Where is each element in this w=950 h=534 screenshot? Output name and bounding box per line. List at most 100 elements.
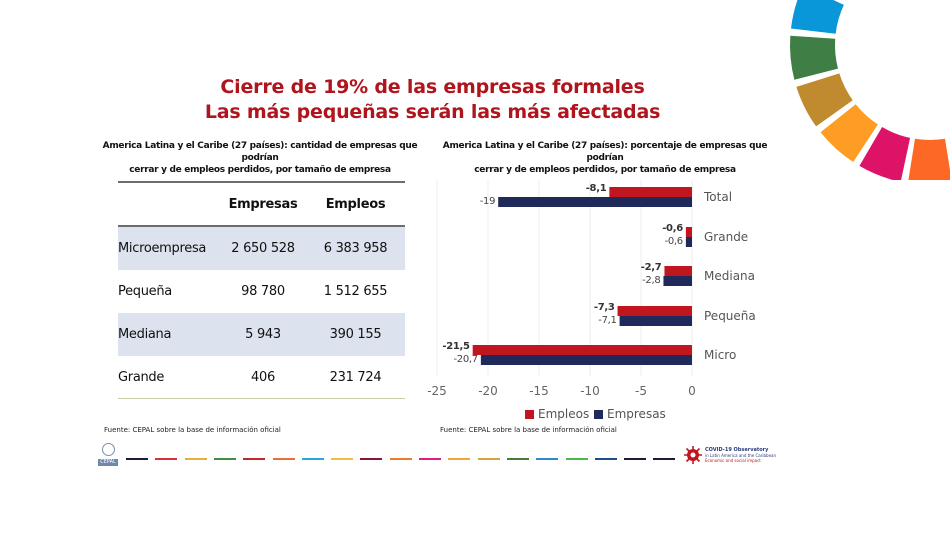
cepal-logo-text: CEPAL	[98, 459, 118, 466]
cell-empresas: 5 943	[245, 327, 281, 342]
covid-observatory-logo: COVID-19 Observatory in Latin America an…	[683, 445, 783, 467]
bar-empresas-total	[498, 197, 692, 207]
data-label-empresas: -20,7	[453, 354, 478, 365]
table-bottom-border	[118, 398, 405, 399]
bar-empleos-pequeña	[617, 306, 692, 316]
x-tick-label: -25	[427, 384, 447, 398]
sdg-wheel-logo	[790, 0, 950, 180]
sdg-wheel-segment	[908, 138, 950, 180]
covid-logo-line-2: in Latin America and the Caribbean	[705, 453, 777, 458]
bar-empleos-mediana	[664, 266, 692, 276]
data-label-empleos: -7,3	[593, 302, 615, 313]
decorative-dash	[506, 458, 529, 460]
table-row: Grande 406 231 724	[118, 356, 405, 399]
row-label: Microempresa	[118, 241, 207, 256]
legend-swatch-empresas	[594, 410, 603, 419]
legend-item-empresas: Empresas	[594, 407, 666, 421]
table-subtitle-line-1: America Latina y el Caribe (27 países): …	[102, 141, 418, 163]
bar-empleos-total	[609, 187, 692, 197]
covid-logo-line-3: Economic and social impact	[705, 458, 761, 463]
table-top-border	[118, 181, 405, 183]
decorative-dash	[213, 458, 236, 460]
x-tick-label: 0	[688, 384, 696, 398]
data-label-empresas: -19	[479, 196, 496, 207]
un-emblem-icon	[101, 443, 115, 456]
x-tick-label: -20	[478, 384, 498, 398]
chart-subtitle-line-1: America Latina y el Caribe (27 países): …	[442, 141, 768, 163]
table-header-border	[118, 225, 405, 227]
cell-empleos: 1 512 655	[323, 284, 388, 299]
decorative-dash	[301, 458, 324, 460]
decorative-dash	[419, 458, 441, 460]
sdg-wheel-segment	[820, 104, 878, 163]
sdg-wheel-segment	[790, 35, 838, 80]
decorative-dash	[243, 458, 266, 460]
x-tick-label: -10	[580, 384, 600, 398]
decorative-dash	[624, 458, 647, 460]
decorative-dash	[565, 458, 588, 460]
data-label-empleos: -2,7	[640, 262, 662, 273]
data-label-empleos: -21,5	[442, 341, 470, 352]
decorative-dash	[184, 458, 207, 460]
row-label: Pequeña	[118, 284, 172, 299]
row-label: Grande	[118, 370, 165, 385]
data-label-empresas: -0,6	[664, 236, 684, 247]
category-label-grande: Grande	[704, 230, 749, 244]
table-header-row: Empresas Empleos	[118, 183, 405, 226]
bar-empleos-grande	[685, 227, 692, 237]
decorative-dash	[653, 458, 676, 460]
bar-empresas-pequeña	[619, 316, 692, 326]
title-line-2: Las más pequeñas serán las más afectadas	[204, 101, 661, 123]
data-label-empresas: -7,1	[598, 315, 617, 326]
data-label-empresas: -2,8	[642, 275, 661, 286]
decorative-dash	[155, 458, 178, 460]
chart-subtitle: America Latina y el Caribe (27 países): …	[430, 140, 780, 176]
chart-subtitle-line-2: cerrar y de empleos perdidos, por tamaño…	[474, 165, 736, 175]
cell-empresas: 98 780	[241, 284, 285, 299]
chart-source-note: Fuente: CEPAL sobre la base de informaci…	[440, 426, 617, 434]
data-label-empleos: -0,6	[662, 223, 683, 234]
bar-empresas-grande	[685, 237, 692, 247]
category-label-total: Total	[704, 190, 733, 204]
row-label: Mediana	[118, 327, 172, 342]
table-row: Pequeña 98 780 1 512 655	[118, 270, 405, 313]
decorative-dash	[448, 458, 471, 460]
decorative-dash	[389, 458, 412, 460]
cepal-logo: CEPAL	[98, 443, 118, 471]
x-tick-label: -15	[529, 384, 549, 398]
bar-empresas-mediana	[663, 276, 692, 286]
title-line-1: Cierre de 19% de las empresas formales	[220, 76, 645, 98]
table-row: Microempresa 2 650 528 6 383 958	[118, 227, 405, 270]
data-label-empleos: -8,1	[585, 183, 607, 194]
table-source-note: Fuente: CEPAL sobre la base de informaci…	[104, 426, 281, 434]
table-row: Mediana 5 943 390 155	[118, 313, 405, 356]
sdg-wheel-segment	[790, 0, 844, 34]
category-label-micro: Micro	[704, 348, 737, 362]
sdg-wheel-segment	[859, 127, 911, 180]
cell-empleos: 390 155	[329, 327, 382, 342]
cell-empleos: 231 724	[329, 370, 382, 385]
sdg-wheel-segment	[796, 73, 853, 127]
virus-icon	[684, 446, 702, 464]
cell-empresas: 2 650 528	[231, 241, 295, 256]
decorative-dash	[536, 458, 559, 460]
bar-empresas-micro	[480, 355, 692, 365]
bar-empleos-micro	[472, 345, 692, 355]
category-label-mediana: Mediana	[704, 269, 755, 283]
table-subtitle-line-2: cerrar y de empleos perdidos, por tamaño…	[129, 165, 391, 175]
legend-label-empleos: Empleos	[538, 407, 590, 421]
category-label-pequena: Pequeña	[704, 309, 756, 323]
covid-logo-line-1: COVID-19 Observatory	[705, 447, 769, 453]
header-empresas: Empresas	[228, 197, 298, 212]
decorative-dash	[126, 458, 148, 460]
decorative-dash	[272, 458, 295, 460]
decorative-dash	[477, 458, 500, 460]
legend-item-empleos: Empleos	[525, 407, 589, 421]
x-tick-label: -5	[635, 384, 647, 398]
cell-empresas: 406	[251, 370, 275, 385]
cell-empleos: 6 383 958	[323, 241, 388, 256]
decorative-dash	[331, 458, 354, 460]
legend-swatch-empleos	[525, 410, 534, 419]
header-empleos: Empleos	[325, 197, 386, 212]
